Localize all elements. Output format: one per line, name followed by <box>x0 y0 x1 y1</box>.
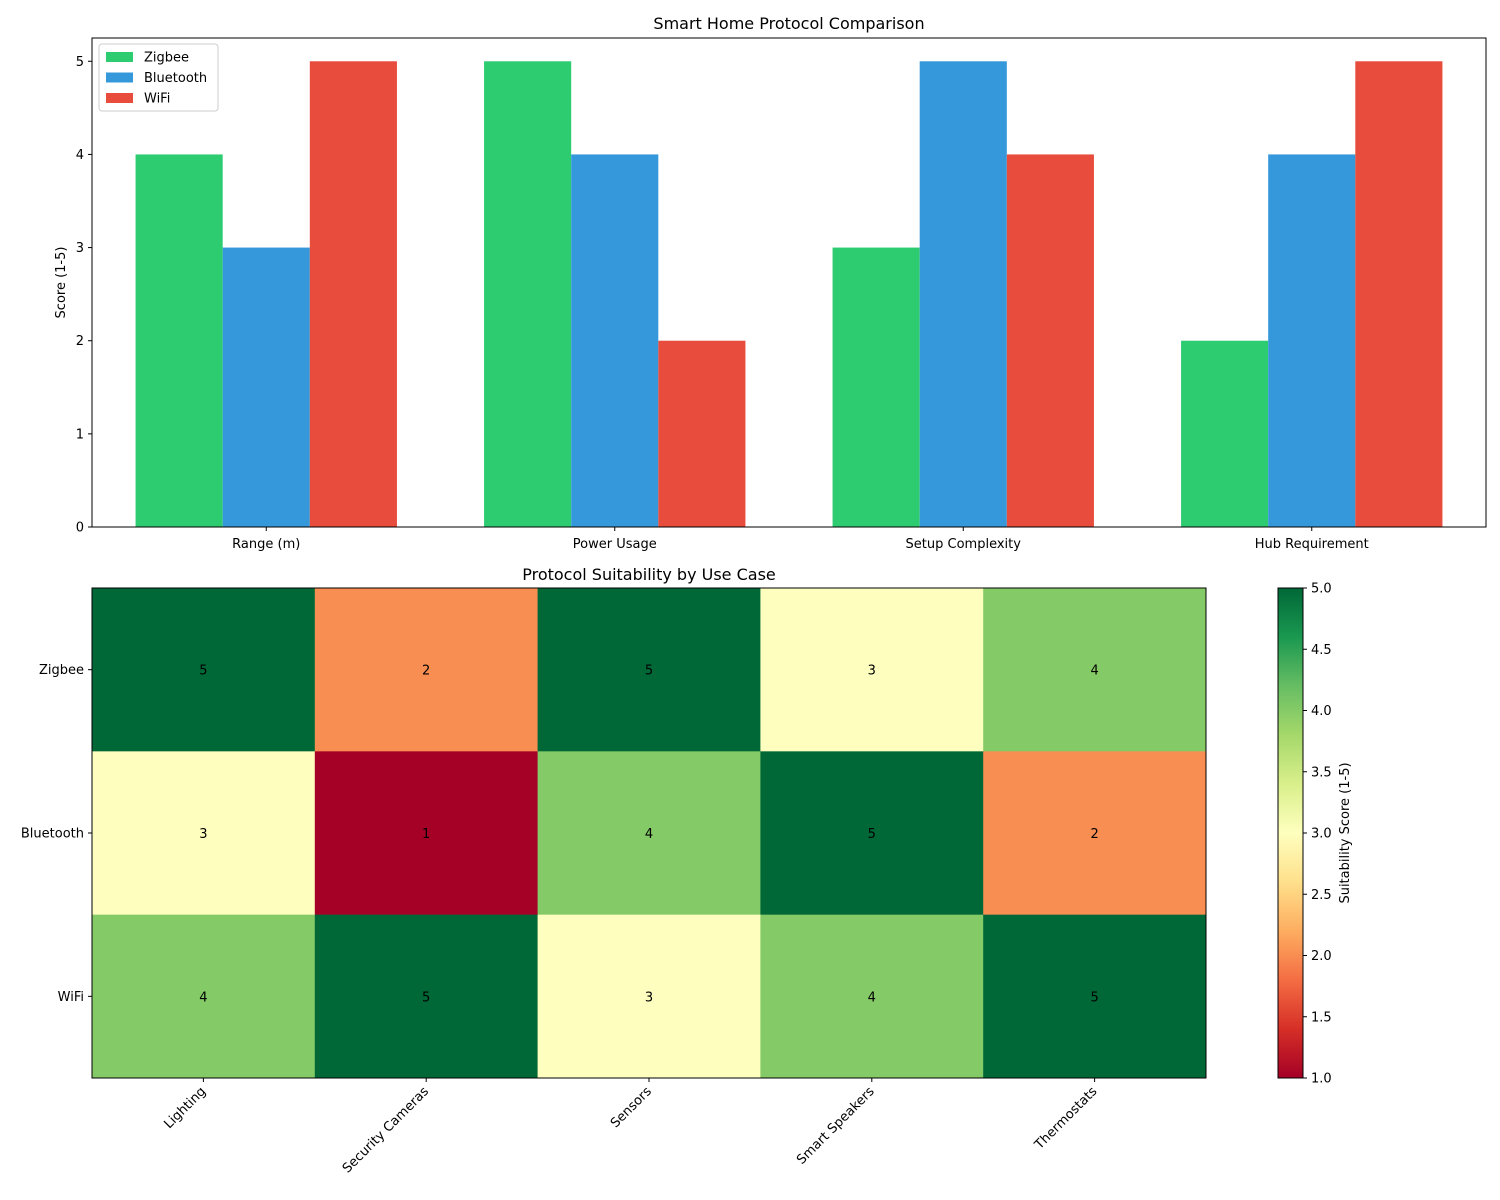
heatmap-cell-bluetooth-lighting <box>92 751 316 916</box>
row-tick-label: Zigbee <box>39 663 84 678</box>
legend-swatch-bluetooth <box>106 72 133 83</box>
legend-swatch-wifi <box>106 93 133 103</box>
bar-chart-frame <box>91 37 1487 528</box>
bar-chart: Smart Home Protocol Comparison 0 1 2 3 4 5 Ra… <box>54 14 1487 552</box>
colorbar-tick-label: 3.0 <box>1311 827 1332 842</box>
heatmap-cell-value: 5 <box>868 827 876 842</box>
bar-chart-y-ticks: 0 1 2 3 4 5 <box>76 55 92 536</box>
bar-chart-bars <box>135 61 1443 528</box>
y-tick-label: 1 <box>76 427 84 442</box>
heatmap-cell-value: 2 <box>1090 827 1098 842</box>
legend-label-zigbee: Zigbee <box>144 51 189 66</box>
column-tick-label: Thermostats <box>1031 1084 1100 1153</box>
bar-chart-legend: Zigbee Bluetooth WiFi <box>98 43 219 112</box>
colorbar-tick-label: 4.0 <box>1311 704 1332 719</box>
heatmap-cell-value: 5 <box>199 664 207 679</box>
y-tick-label: 2 <box>76 334 84 349</box>
heatmap-cell-value: 5 <box>422 990 430 1005</box>
heatmap-cell-wifi-thermostats <box>983 914 1207 1079</box>
bar-zigbee-range-m <box>135 154 223 527</box>
heatmap-cell-wifi-security-cameras <box>314 914 539 1079</box>
heatmap-row-ticks: Zigbee Bluetooth WiFi <box>21 663 92 1005</box>
bar-wifi-range-m <box>309 61 397 528</box>
y-tick-label: 3 <box>76 241 84 256</box>
heatmap-chart: Protocol Suitability by Use Case 5 2 5 3 4 3 1… <box>21 565 1353 1176</box>
colorbar-label: Suitability Score (1-5) <box>1338 762 1353 903</box>
legend-label-bluetooth: Bluetooth <box>144 71 207 86</box>
heatmap-cell-bluetooth-sensors <box>537 751 761 916</box>
heatmap-cell-value: 1 <box>422 827 430 842</box>
bar-bluetooth-range-m <box>222 247 310 528</box>
heatmap-cell-bluetooth-smart-speakers <box>760 751 984 916</box>
heatmap-cell-value: 3 <box>199 827 207 842</box>
y-tick-label: 5 <box>76 55 84 70</box>
bar-zigbee-setup-complexity <box>832 247 920 528</box>
colorbar: 1.0 1.5 2.0 2.5 3.0 3.5 4.0 4.5 5.0 Suitability … <box>1277 582 1353 1087</box>
x-tick-label: Power Usage <box>573 537 657 552</box>
column-tick-label: Lighting <box>161 1084 209 1132</box>
bar-chart-y-label: Score (1-5) <box>54 247 69 319</box>
row-tick-label: Bluetooth <box>21 827 84 842</box>
bar-chart-x-ticks: Range (m) Power Usage Setup Complexity Hub … <box>232 527 1369 552</box>
colorbar-tick-label: 4.5 <box>1311 643 1332 658</box>
row-tick-label: WiFi <box>58 990 84 1005</box>
bar-bluetooth-power-usage <box>571 154 659 527</box>
legend-label-wifi: WiFi <box>144 92 170 107</box>
heatmap-cell-zigbee-thermostats <box>983 588 1207 752</box>
bar-zigbee-hub-requirement <box>1181 340 1269 527</box>
x-tick-label: Hub Requirement <box>1255 537 1369 552</box>
heatmap-cell-value: 3 <box>868 664 876 679</box>
colorbar-tick-label: 1.5 <box>1311 1010 1332 1025</box>
column-tick-label: Security Cameras <box>340 1084 432 1176</box>
heatmap-cell-value: 5 <box>1090 990 1098 1005</box>
heatmap-cell-value: 4 <box>645 827 653 842</box>
heatmap-cell-zigbee-lighting <box>92 588 316 752</box>
heatmap-title: Protocol Suitability by Use Case <box>522 565 776 584</box>
y-tick-label: 0 <box>76 521 84 536</box>
heatmap-cell-value: 3 <box>645 990 653 1005</box>
heatmap-cell-wifi-sensors <box>537 914 761 1079</box>
heatmap-cell-value: 4 <box>199 990 207 1005</box>
heatmap-cell-value: 4 <box>868 990 876 1005</box>
colorbar-tick-label: 3.5 <box>1311 765 1332 780</box>
colorbar-tick-label: 1.0 <box>1311 1072 1332 1087</box>
heatmap-cells: 5 2 5 3 4 3 1 4 5 2 4 5 3 4 5 <box>92 588 1207 1079</box>
y-tick-label: 4 <box>76 148 84 163</box>
colorbar-gradient <box>1277 587 1304 1079</box>
column-tick-label: Sensors <box>608 1084 655 1131</box>
x-tick-label: Range (m) <box>232 537 300 552</box>
heatmap-cell-bluetooth-security-cameras <box>314 751 539 916</box>
colorbar-tick-label: 2.0 <box>1311 949 1332 964</box>
colorbar-tick-label: 2.5 <box>1311 888 1332 903</box>
heatmap-cell-zigbee-smart-speakers <box>760 588 984 752</box>
heatmap-cell-bluetooth-thermostats <box>983 751 1207 916</box>
bar-bluetooth-setup-complexity <box>919 61 1007 528</box>
heatmap-cell-zigbee-security-cameras <box>314 588 539 752</box>
bar-wifi-power-usage <box>658 340 746 527</box>
bar-wifi-hub-requirement <box>1355 61 1443 528</box>
bar-wifi-setup-complexity <box>1006 154 1094 527</box>
bar-bluetooth-hub-requirement <box>1268 154 1356 527</box>
heatmap-cell-zigbee-sensors <box>537 588 761 752</box>
heatmap-cell-value: 4 <box>1090 664 1098 679</box>
legend-swatch-zigbee <box>106 52 133 62</box>
colorbar-tick-label: 5.0 <box>1311 582 1332 597</box>
column-tick-label: Smart Speakers <box>794 1084 878 1168</box>
heatmap-cell-value: 2 <box>422 664 430 679</box>
bar-chart-title: Smart Home Protocol Comparison <box>653 14 924 33</box>
heatmap-cell-value: 5 <box>645 664 653 679</box>
colorbar-ticks: 1.0 1.5 2.0 2.5 3.0 3.5 4.0 4.5 5.0 <box>1303 582 1332 1087</box>
bar-zigbee-power-usage <box>484 61 572 528</box>
heatmap-column-ticks: Lighting Security Cameras Sensors Smart Spe… <box>161 1078 1101 1176</box>
x-tick-label: Setup Complexity <box>906 537 1022 552</box>
heatmap-cell-wifi-lighting <box>92 914 316 1079</box>
heatmap-cell-wifi-smart-speakers <box>760 914 984 1079</box>
